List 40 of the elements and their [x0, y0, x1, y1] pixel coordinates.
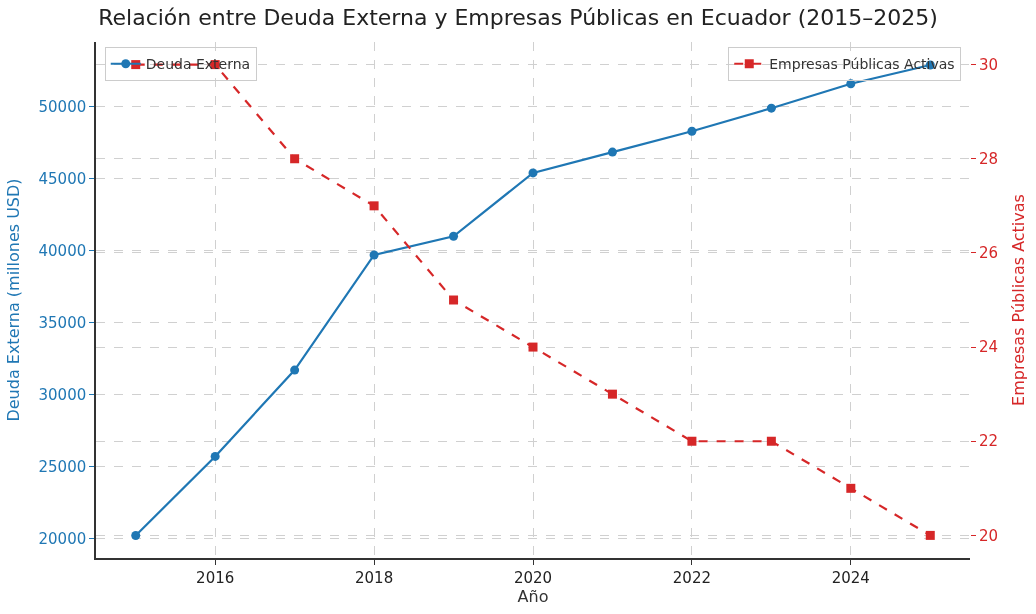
y-tick-label: 25000 [38, 457, 87, 476]
y-tick-label: 30000 [38, 385, 87, 404]
point [449, 231, 459, 241]
point [687, 436, 697, 446]
point [369, 250, 379, 260]
y-tick-label: 50000 [38, 98, 87, 116]
x-tick-label: 2018 [355, 568, 394, 587]
y2-tick-label: 20 [979, 526, 999, 545]
point [131, 531, 141, 541]
point [846, 483, 856, 493]
point [766, 436, 776, 446]
x-tick-label: 2020 [513, 568, 553, 587]
point [925, 530, 935, 540]
point [210, 451, 220, 461]
y2-axis-title: Empresas Públicas Activas [1008, 194, 1028, 406]
point [290, 154, 300, 164]
point [607, 389, 617, 399]
x-tick-label: 2016 [196, 568, 235, 587]
x-tick-label: 2022 [672, 568, 711, 587]
point [449, 295, 459, 305]
point [607, 147, 617, 157]
point [369, 201, 379, 211]
point [290, 365, 300, 375]
y-tick-label: 35000 [38, 313, 87, 332]
y-tick-label: 45000 [38, 169, 87, 188]
y-tick-label: 40000 [38, 241, 87, 260]
y2-tick-label: 22 [979, 432, 999, 451]
chart-title: Relación entre Deuda Externa y Empresas Públicas en Ecuador (2015–2025) [98, 4, 938, 30]
y-axis-title: Deuda Externa (millones USD) [3, 178, 23, 422]
y2-tick-label: 26 [979, 244, 999, 263]
x-axis-title: Año [517, 586, 549, 606]
point [528, 342, 538, 352]
point [766, 103, 776, 113]
x-tick-label: 2024 [831, 568, 870, 587]
y2-tick-label: 30 [979, 55, 999, 74]
y2-tick-label: 28 [979, 150, 999, 169]
y-tick-label: 20000 [38, 529, 87, 548]
point [687, 126, 697, 136]
y2-tick-label: 24 [979, 338, 999, 357]
point [528, 168, 538, 178]
